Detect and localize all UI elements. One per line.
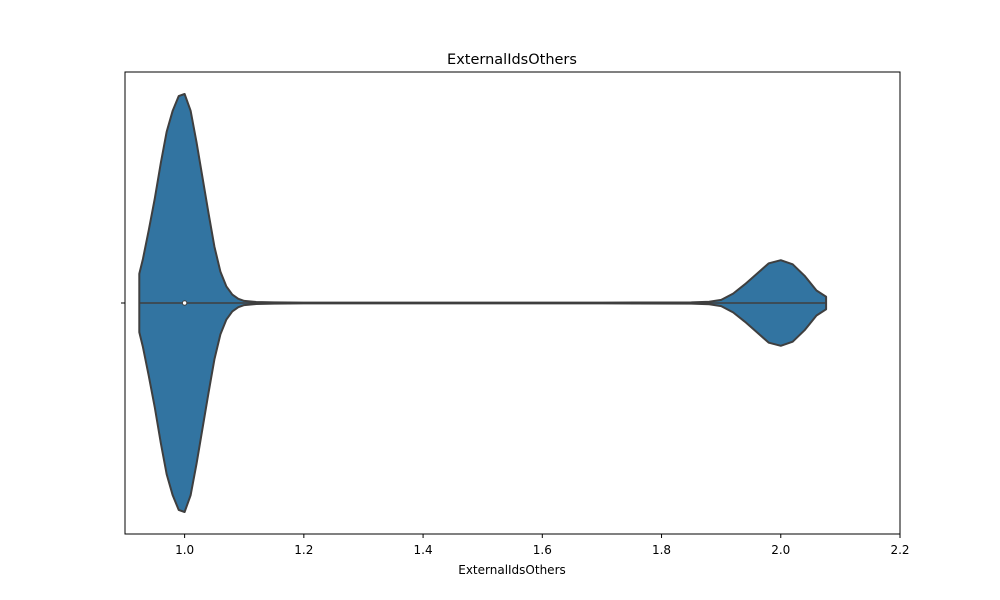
median-marker [181,300,188,306]
x-tick-label: 1.6 [533,543,552,557]
x-tick-label: 2.2 [890,543,909,557]
x-tick-label: 1.0 [175,543,194,557]
x-tick-label: 2.0 [771,543,790,557]
x-tick-label: 1.2 [294,543,313,557]
x-axis-label: ExternalIdsOthers [458,563,566,577]
x-axis: 1.0 1.2 1.4 1.6 1.8 2.0 2.2 [175,534,910,557]
plot-area [138,93,828,513]
x-tick-label: 1.4 [414,543,433,557]
x-tick-label: 1.8 [652,543,671,557]
chart-title: ExternalIdsOthers [447,52,577,68]
